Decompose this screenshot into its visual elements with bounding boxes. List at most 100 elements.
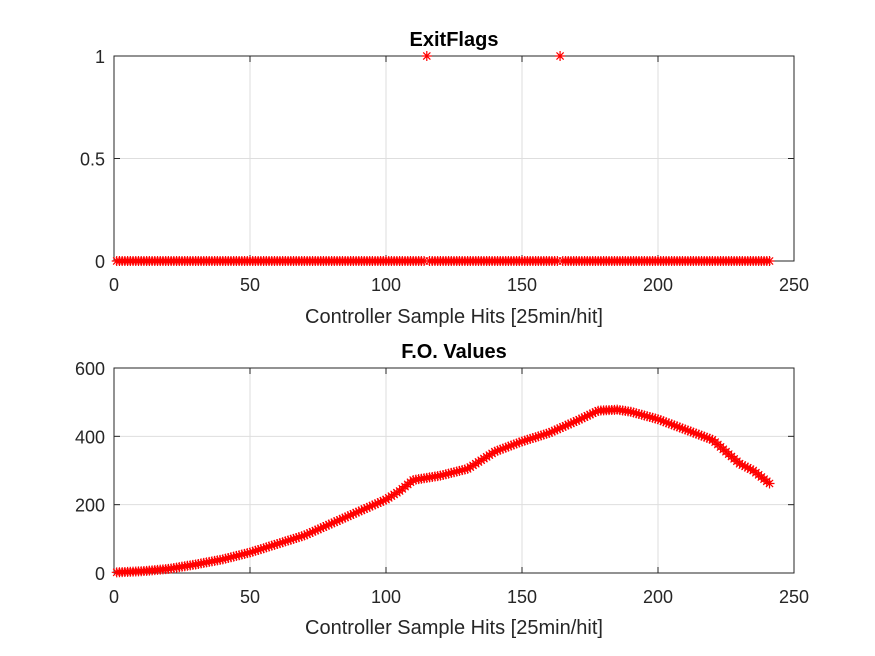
- fo-values-data-point: [318, 522, 329, 533]
- fo-values-x-axis-label: Controller Sample Hits [25min/hit]: [305, 617, 603, 639]
- fo-values-data-point: [446, 467, 457, 478]
- fo-values-data-point: [359, 504, 370, 515]
- fo-values-data-point: [454, 465, 465, 476]
- fo-values-data-point: [470, 458, 481, 469]
- fo-values-data-point: [274, 538, 285, 549]
- exitflags-x-tick-label: 50: [240, 275, 260, 295]
- fo-values-data-point: [560, 420, 571, 431]
- fo-values-data-point: [527, 433, 538, 444]
- fo-values-data-point: [536, 430, 547, 441]
- fo-values-x-tick-label: 200: [643, 587, 673, 607]
- fo-values-data-point: [533, 431, 544, 442]
- exitflags-x-tick-label: 200: [643, 275, 673, 295]
- fo-values-data-point: [285, 534, 296, 545]
- fo-values-data-point: [269, 539, 280, 550]
- fo-values-data-point: [663, 418, 674, 429]
- fo-values-data-point: [321, 520, 332, 531]
- exitflags-axes: 0 50 100 150 200 250 0 0.5 1 ExitFlags Controlle…: [80, 29, 809, 328]
- fo-values-data-point: [674, 422, 685, 433]
- fo-values-data-point: [557, 421, 568, 432]
- fo-values-axes: 0 50 100 150 200 250 0 200 400 600 F.O. Values Co…: [75, 341, 809, 639]
- fo-values-data-point: [353, 506, 364, 517]
- fo-values-data-point: [571, 415, 582, 426]
- fo-values-title: F.O. Values: [401, 341, 507, 363]
- fo-values-data-point: [228, 551, 239, 562]
- fo-values-data-point: [579, 412, 590, 423]
- exitflags-data-point: [555, 51, 566, 61]
- fo-values-data-point: [304, 528, 315, 539]
- fo-values-data-point: [525, 433, 536, 444]
- exitflags-data-point: [764, 256, 775, 266]
- fo-values-data-point: [636, 409, 647, 420]
- fo-values-data-point: [383, 492, 394, 503]
- fo-values-data-point: [468, 460, 479, 471]
- fo-values-data-point: [685, 426, 696, 437]
- fo-values-data-point: [701, 432, 712, 443]
- exitflags-y-tick-label: 0: [95, 252, 105, 272]
- fo-values-data-point: [538, 429, 549, 440]
- fo-values-data-point: [381, 494, 391, 505]
- fo-values-data-point: [234, 550, 245, 561]
- fo-values-data-point: [440, 469, 451, 480]
- fo-values-data-point: [245, 547, 255, 558]
- fo-values-data-point: [364, 501, 375, 512]
- fo-values-data-point: [625, 406, 636, 417]
- fo-values-data-point: [672, 421, 683, 432]
- fo-values-data-point: [642, 411, 653, 422]
- fo-values-data-point: [647, 412, 658, 423]
- fo-values-data-point: [239, 548, 250, 559]
- fo-values-data-point: [258, 543, 269, 554]
- fo-values-data-point: [552, 424, 563, 435]
- exitflags-data-point: [421, 51, 432, 61]
- fo-values-data-point: [315, 523, 326, 534]
- fo-values-data-point: [492, 445, 503, 456]
- fo-values-data-point: [391, 487, 402, 498]
- fo-values-data-point: [220, 553, 231, 564]
- fo-values-data-point: [530, 432, 541, 443]
- fo-values-data-point: [266, 540, 277, 551]
- fo-values-data-point: [386, 491, 397, 502]
- fo-values-data-point: [582, 410, 593, 421]
- fo-values-data-point: [565, 418, 576, 429]
- fo-values-x-tick-label: 50: [240, 587, 260, 607]
- fo-values-data-point: [250, 545, 261, 556]
- fo-values-data-point: [255, 544, 266, 555]
- fo-values-x-tick-label: 100: [371, 587, 401, 607]
- fo-values-data-point: [574, 414, 585, 425]
- exitflags-series: [111, 51, 775, 266]
- exitflags-x-tick-label: 150: [507, 275, 537, 295]
- fo-values-data-point: [655, 415, 666, 426]
- fo-values-data-point: [348, 508, 359, 519]
- fo-values-data-point: [639, 410, 650, 421]
- fo-values-data-point: [555, 423, 566, 434]
- fo-values-data-point: [677, 423, 688, 434]
- fo-values-data-point: [682, 425, 693, 436]
- fo-values-x-tick-label: 0: [109, 587, 119, 607]
- fo-values-data-point: [299, 530, 310, 541]
- fo-values-data-point: [334, 514, 345, 525]
- fo-values-data-point: [389, 489, 400, 500]
- fo-values-data-point: [666, 419, 677, 430]
- fo-values-data-point: [283, 535, 294, 546]
- fo-values-y-tick-label: 600: [75, 359, 105, 379]
- fo-values-data-point: [236, 549, 247, 560]
- fo-values-data-point: [546, 426, 557, 437]
- fo-values-ticks: 0 50 100 150 200 250 0 200 400 600: [75, 359, 809, 607]
- fo-values-data-point: [225, 552, 236, 563]
- fo-values-data-point: [541, 428, 552, 439]
- exitflags-x-axis-label: Controller Sample Hits [25min/hit]: [305, 306, 603, 328]
- fo-values-data-point: [478, 453, 489, 464]
- fo-values-data-point: [307, 526, 318, 537]
- fo-values-grid: [114, 368, 794, 573]
- fo-values-data-point: [291, 532, 302, 543]
- fo-values-data-point: [658, 416, 669, 427]
- fo-values-data-point: [653, 414, 663, 425]
- fo-values-data-point: [487, 448, 498, 459]
- fo-values-data-point: [367, 500, 378, 511]
- fo-values-data-point: [459, 464, 470, 475]
- fo-values-data-point: [585, 409, 595, 420]
- fo-values-data-point: [699, 431, 710, 442]
- fo-values-data-point: [293, 532, 304, 543]
- fo-values-data-point: [481, 451, 492, 462]
